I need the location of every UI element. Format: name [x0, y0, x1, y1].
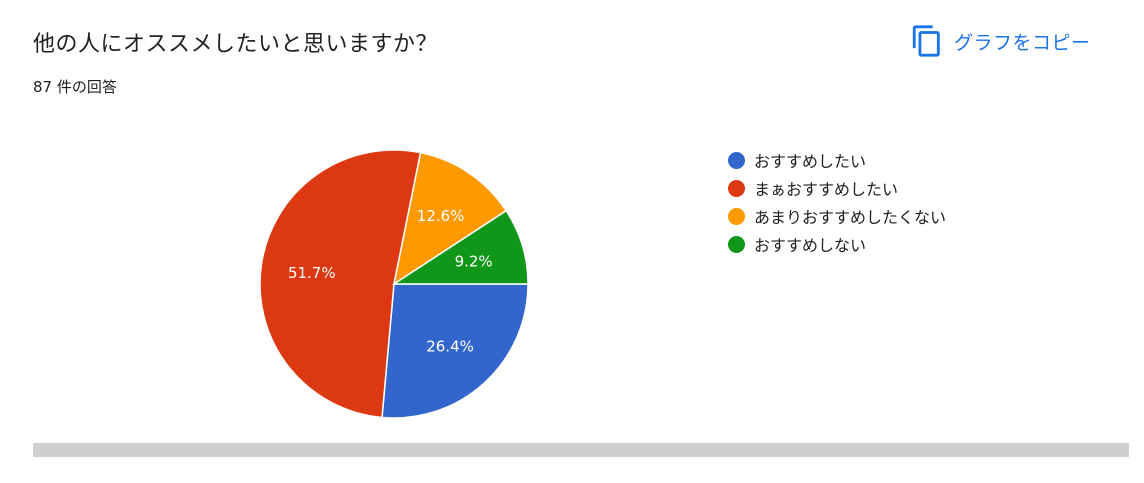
response-count: 87 件の回答	[33, 78, 117, 96]
slice-value-label: 51.7%	[288, 264, 336, 282]
legend-label: あまりおすすめしたくない	[754, 208, 947, 227]
pie-slice	[259, 149, 422, 419]
horizontal-scrollbar[interactable]	[33, 443, 1129, 457]
legend-swatch	[728, 207, 745, 225]
legend-item: おすすめしない	[728, 230, 946, 258]
legend-swatch	[728, 179, 745, 197]
question-title: 他の人にオススメしたいと思いますか？	[33, 32, 439, 57]
legend-label: まぁおすすめしたい	[754, 180, 899, 199]
chart-legend: おすすめしたいまぁおすすめしたいあまりおすすめしたくない おすすめしない	[728, 146, 946, 258]
legend-item: おすすめしたい	[728, 146, 946, 174]
slice-value-label: 9.2%	[455, 252, 493, 270]
pie-slice	[392, 151, 508, 286]
legend-label: おすすめしない	[754, 236, 867, 255]
copy-icon	[912, 25, 940, 57]
pie-slice	[381, 283, 529, 419]
pie-slice	[391, 209, 529, 285]
legend-label: おすすめしたい	[754, 152, 867, 171]
legend-item: あまりおすすめしたくない	[728, 202, 946, 230]
legend-swatch	[728, 151, 745, 169]
legend-swatch	[728, 235, 745, 253]
legend-item: まぁおすすめしたい	[728, 174, 946, 202]
slice-value-label: 12.6%	[417, 207, 465, 225]
slice-value-label: 26.4%	[426, 337, 474, 355]
copy-chart-button[interactable]: グラフをコピー	[910, 24, 1120, 58]
pie-chart: 26.4% 51.7% 12.6% 9.2%	[259, 149, 529, 419]
copy-chart-label: グラフをコピー	[954, 31, 1091, 54]
